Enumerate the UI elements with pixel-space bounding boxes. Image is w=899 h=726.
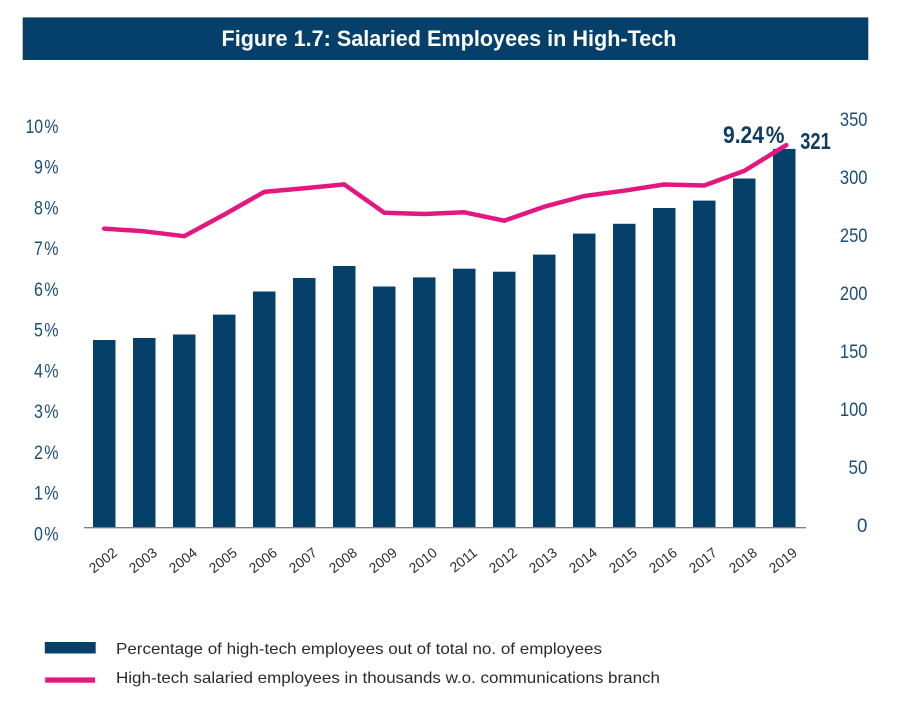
svg-text:350: 350 — [840, 110, 868, 131]
svg-text:2007: 2007 — [286, 544, 321, 576]
svg-text:2017: 2017 — [686, 544, 721, 576]
svg-text:8 %: 8 % — [34, 198, 59, 219]
svg-text:2018: 2018 — [726, 544, 761, 576]
svg-text:Percentage of high-tech employ: Percentage of high-tech employees out of… — [116, 641, 602, 658]
svg-text:4 %: 4 % — [34, 361, 59, 382]
svg-text:High-tech salaried employees i: High-tech salaried employees in thousand… — [116, 670, 660, 687]
svg-text:2011: 2011 — [446, 544, 480, 575]
svg-text:2014: 2014 — [566, 544, 601, 576]
svg-text:6 %: 6 % — [34, 280, 59, 301]
svg-text:9 %: 9 % — [34, 158, 59, 179]
svg-text:Figure 1.7: Salaried Employees: Figure 1.7: Salaried Employees in High-T… — [222, 26, 677, 51]
svg-text:2016: 2016 — [646, 544, 681, 576]
svg-text:2002: 2002 — [86, 544, 121, 576]
svg-text:2015: 2015 — [606, 544, 641, 576]
svg-text:2004: 2004 — [166, 544, 201, 576]
svg-text:3 %: 3 % — [34, 402, 59, 423]
svg-text:2019: 2019 — [766, 544, 801, 576]
svg-text:2 %: 2 % — [34, 443, 59, 464]
svg-text:5 %: 5 % — [34, 321, 59, 342]
svg-text:0 %: 0 % — [34, 524, 59, 545]
svg-text:50: 50 — [849, 458, 868, 479]
svg-text:10 %: 10 % — [26, 117, 59, 138]
svg-text:250: 250 — [840, 226, 868, 247]
svg-text:200: 200 — [840, 284, 868, 305]
svg-text:2003: 2003 — [126, 544, 161, 576]
svg-text:9.24 %: 9.24 % — [723, 122, 784, 149]
svg-text:7 %: 7 % — [34, 239, 59, 260]
svg-text:2009: 2009 — [366, 544, 401, 576]
svg-text:1 %: 1 % — [34, 484, 59, 505]
svg-text:321: 321 — [800, 128, 831, 154]
svg-text:2012: 2012 — [486, 544, 521, 576]
svg-text:100: 100 — [840, 400, 868, 421]
svg-text:2008: 2008 — [326, 544, 361, 576]
svg-text:300: 300 — [840, 168, 868, 189]
svg-text:2005: 2005 — [206, 544, 241, 576]
svg-text:0: 0 — [857, 516, 868, 537]
svg-text:2006: 2006 — [246, 544, 281, 576]
svg-text:150: 150 — [840, 342, 868, 363]
svg-text:2010: 2010 — [406, 544, 441, 576]
svg-text:2013: 2013 — [526, 544, 561, 576]
